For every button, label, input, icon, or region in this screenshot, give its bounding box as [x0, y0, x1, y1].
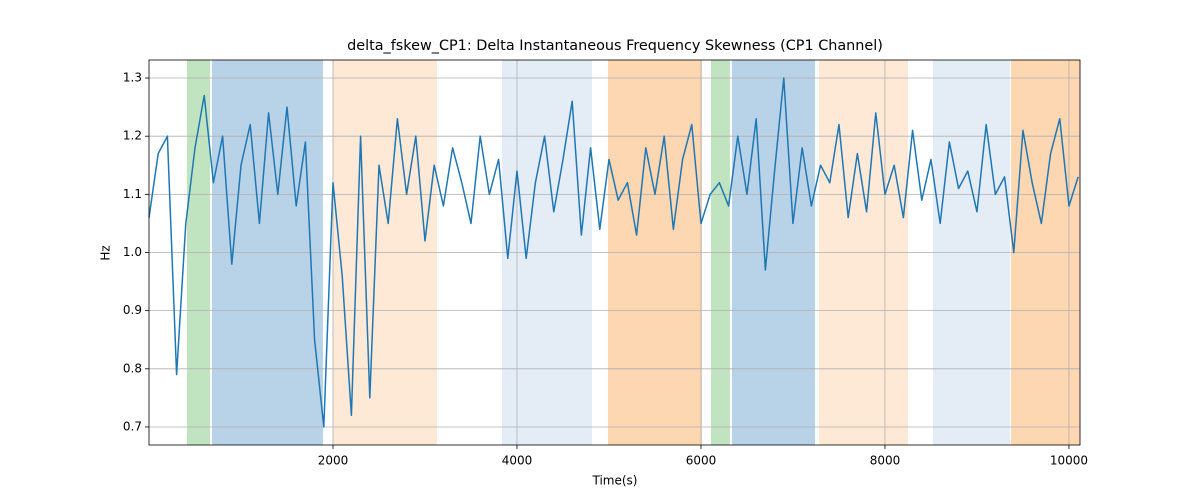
x-tick-label: 4000 [502, 454, 533, 468]
chart-title: delta_fskew_CP1: Delta Instantaneous Fre… [347, 38, 883, 54]
data-line [148, 77, 1079, 428]
y-tick-label: 1.3 [123, 71, 142, 85]
y-tick-label: 1.1 [123, 187, 142, 201]
plot-frame [148, 59, 1081, 446]
y-tick-label: 1.0 [123, 245, 142, 259]
x-tick-label: 10000 [1050, 454, 1088, 468]
x-tick-label: 2000 [318, 454, 349, 468]
y-tick-label: 1.2 [123, 129, 142, 143]
x-tick-label: 6000 [686, 454, 717, 468]
y-tick-label: 0.8 [123, 361, 142, 375]
x-tick-label: 8000 [870, 454, 901, 468]
y-tick-label: 0.7 [123, 419, 142, 433]
y-axis-label: Hz [99, 245, 113, 260]
y-tick-label: 0.9 [123, 303, 142, 317]
x-axis-label: Time(s) [592, 474, 638, 488]
